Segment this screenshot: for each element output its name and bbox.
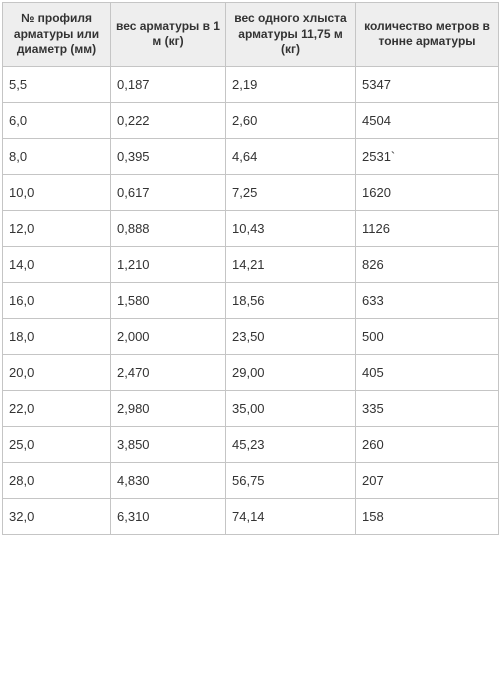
table-row: 32,06,31074,14158 [3,498,499,534]
table-cell: 20,0 [3,354,111,390]
table-cell: 4,830 [111,462,226,498]
table-cell: 8,0 [3,138,111,174]
table-cell: 14,0 [3,246,111,282]
table-row: 14,01,21014,21826 [3,246,499,282]
table-cell: 5,5 [3,66,111,102]
table-cell: 4,64 [226,138,356,174]
table-cell: 74,14 [226,498,356,534]
col-header-meters-per-ton: количество метров в тонне арматуры [356,3,499,67]
col-header-weight-per-m: вес арматуры в 1 м (кг) [111,3,226,67]
table-cell: 2,60 [226,102,356,138]
table-row: 28,04,83056,75207 [3,462,499,498]
table-row: 20,02,47029,00405 [3,354,499,390]
table-cell: 633 [356,282,499,318]
table-cell: 7,25 [226,174,356,210]
table-row: 16,01,58018,56633 [3,282,499,318]
table-cell: 0,888 [111,210,226,246]
table-cell: 260 [356,426,499,462]
table-cell: 29,00 [226,354,356,390]
table-cell: 335 [356,390,499,426]
table-cell: 0,617 [111,174,226,210]
table-cell: 2531` [356,138,499,174]
table-cell: 45,23 [226,426,356,462]
table-cell: 18,56 [226,282,356,318]
table-cell: 25,0 [3,426,111,462]
col-header-diameter: № профиля арматуры или диаметр (мм) [3,3,111,67]
table-cell: 32,0 [3,498,111,534]
table-body: 5,50,1872,1953476,00,2222,6045048,00,395… [3,66,499,534]
table-cell: 10,43 [226,210,356,246]
rebar-weight-table: № профиля арматуры или диаметр (мм) вес … [2,2,499,535]
table-cell: 826 [356,246,499,282]
table-cell: 16,0 [3,282,111,318]
table-cell: 12,0 [3,210,111,246]
table-cell: 0,395 [111,138,226,174]
table-cell: 207 [356,462,499,498]
table-cell: 22,0 [3,390,111,426]
table-cell: 2,000 [111,318,226,354]
table-cell: 2,19 [226,66,356,102]
table-row: 6,00,2222,604504 [3,102,499,138]
table-cell: 1,210 [111,246,226,282]
table-cell: 6,0 [3,102,111,138]
table-header: № профиля арматуры или диаметр (мм) вес … [3,3,499,67]
table-row: 8,00,3954,642531` [3,138,499,174]
table-row: 5,50,1872,195347 [3,66,499,102]
table-cell: 2,470 [111,354,226,390]
table-cell: 0,222 [111,102,226,138]
table-cell: 1620 [356,174,499,210]
table-cell: 405 [356,354,499,390]
table-row: 25,03,85045,23260 [3,426,499,462]
table-cell: 1,580 [111,282,226,318]
table-cell: 10,0 [3,174,111,210]
table-cell: 1126 [356,210,499,246]
table-cell: 4504 [356,102,499,138]
table-cell: 500 [356,318,499,354]
table-cell: 23,50 [226,318,356,354]
table-row: 22,02,98035,00335 [3,390,499,426]
table-cell: 14,21 [226,246,356,282]
table-cell: 158 [356,498,499,534]
table-cell: 18,0 [3,318,111,354]
table-cell: 5347 [356,66,499,102]
table-cell: 0,187 [111,66,226,102]
table-row: 18,02,00023,50500 [3,318,499,354]
table-cell: 28,0 [3,462,111,498]
table-cell: 56,75 [226,462,356,498]
table-cell: 35,00 [226,390,356,426]
table-row: 10,00,6177,251620 [3,174,499,210]
table-cell: 2,980 [111,390,226,426]
col-header-weight-per-bar: вес одного хлыста арматуры 11,75 м (кг) [226,3,356,67]
table-cell: 6,310 [111,498,226,534]
table-row: 12,00,88810,431126 [3,210,499,246]
table-cell: 3,850 [111,426,226,462]
